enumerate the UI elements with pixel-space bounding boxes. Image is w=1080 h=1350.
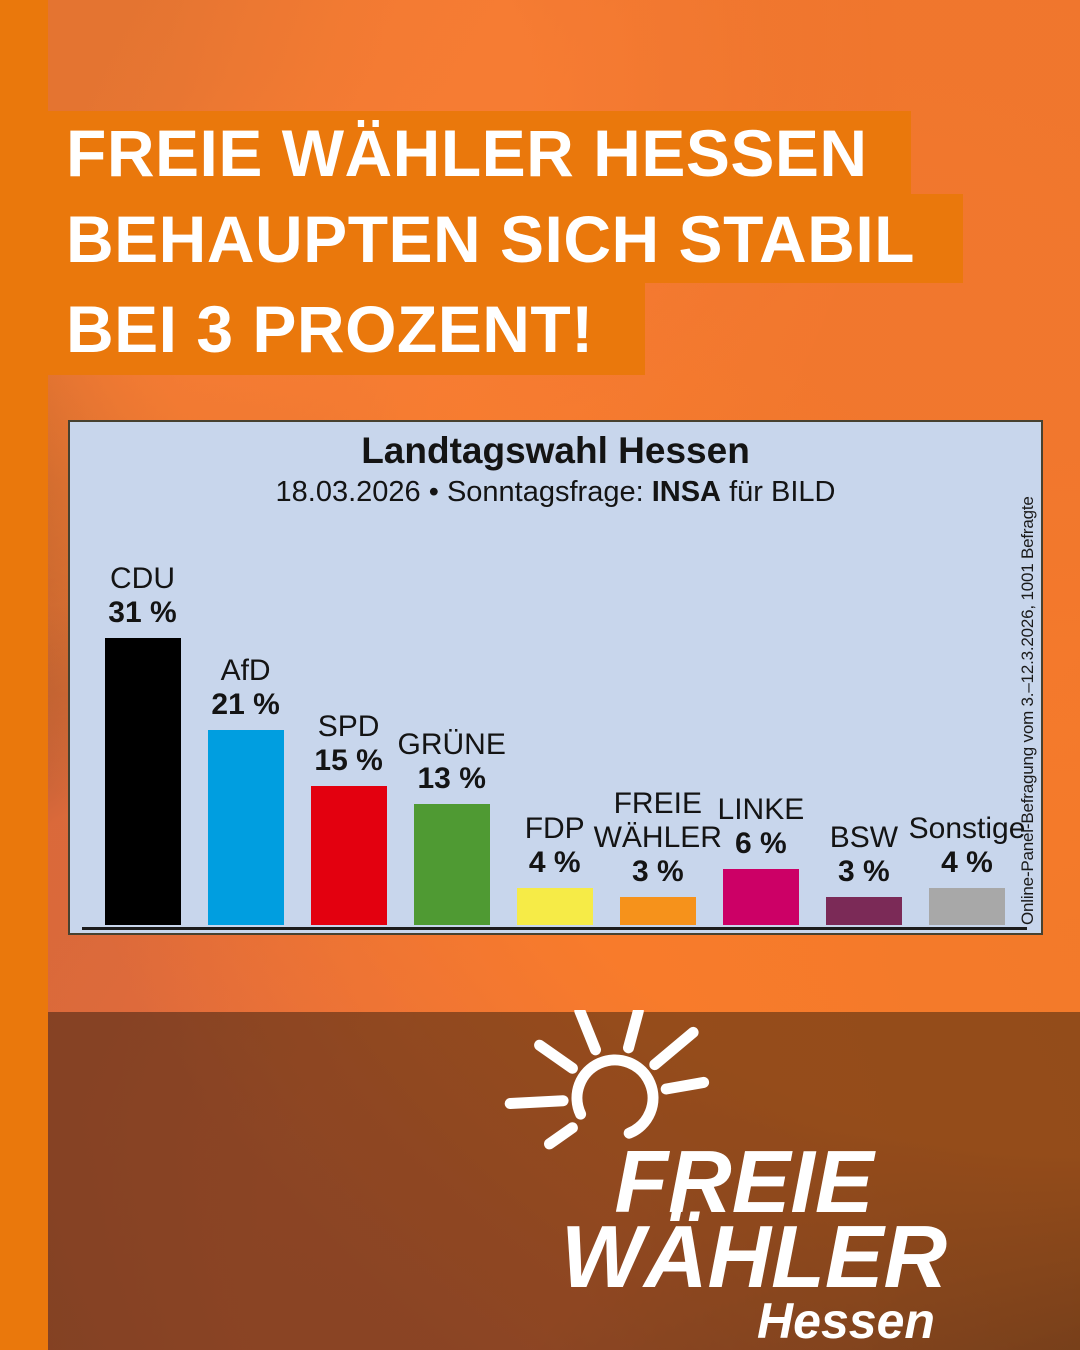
poll-chart-panel: Landtagswahl Hessen 18.03.2026 • Sonntag… [68, 420, 1043, 935]
bar-value: 3 % [838, 855, 890, 888]
bar-value: 4 % [528, 846, 581, 879]
bar-label-spd: SPD 15 % [274, 710, 424, 778]
bar-bsw [825, 897, 902, 925]
chart-subtitle: 18.03.2026 • Sonntagsfrage: INSA für BIL… [70, 476, 1041, 509]
bar-value: 3 % [631, 855, 684, 888]
bar-category: FREIE WÄHLER [593, 787, 722, 854]
bar-freie-wähler [619, 897, 696, 925]
bar-label-fdp: FDP 4 % [480, 812, 630, 880]
bar-category: AfD [220, 654, 271, 687]
bar-label-cdu: CDU 31 % [68, 562, 218, 630]
bar-value: 13 % [417, 762, 486, 795]
bar-value: 6 % [735, 827, 787, 860]
bar-spd [310, 786, 387, 925]
headline-line-3: BEI 3 PROZENT! [48, 283, 645, 375]
chart-title: Landtagswahl Hessen [361, 430, 750, 471]
bar-label-bsw: BSW 3 % [789, 821, 939, 889]
bar-category: SPD [317, 710, 380, 743]
bar-linke [722, 869, 799, 925]
bar-afd [207, 730, 284, 925]
logo-text-region: Hessen [757, 1293, 935, 1349]
headline-line-1: FREIE WÄHLER HESSEN [48, 111, 911, 194]
bar-value: 15 % [314, 744, 383, 777]
bar-label-grüne: GRÜNE 13 % [377, 728, 527, 796]
bar-value: 4 % [941, 846, 993, 879]
bar-label-afd: AfD 21 % [171, 654, 321, 722]
bar-fdp [516, 888, 593, 925]
bar-label-freie-wähler: FREIE WÄHLER 3 % [583, 787, 733, 889]
bar-grüne [413, 804, 490, 925]
bar-sonstige [929, 888, 1005, 925]
bar-category: FDP [524, 812, 585, 845]
bar-category: GRÜNE [397, 728, 506, 761]
bar-category: BSW [829, 821, 899, 854]
x-axis-line [82, 927, 1027, 930]
bar-category: LINKE [717, 793, 805, 826]
bar-category: Sonstige [908, 812, 1026, 845]
chart-subtitle-prefix: 18.03.2026 • Sonntagsfrage: [275, 476, 652, 508]
bar-value: 31 % [108, 596, 177, 629]
bar-category: CDU [110, 562, 175, 595]
chart-subtitle-suffix: für BILD [721, 476, 836, 508]
sun-icon [504, 1010, 710, 1150]
headline-line-2: BEHAUPTEN SICH STABIL [48, 194, 963, 283]
survey-source-note: Online-Panel-Befragung vom 3.–12.3.2026,… [1018, 496, 1037, 925]
bar-value: 21 % [211, 688, 280, 721]
bar-cdu [104, 638, 181, 925]
chart-subtitle-institute: INSA [651, 476, 722, 508]
logo-text-waehler: WÄHLER [560, 1207, 948, 1306]
bar-label-sonstige: Sonstige 4 % [892, 812, 1042, 880]
logo-text-freie: FREIE [614, 1132, 874, 1231]
left-frame-bar [0, 0, 48, 1350]
bar-label-linke: LINKE 6 % [686, 793, 836, 861]
